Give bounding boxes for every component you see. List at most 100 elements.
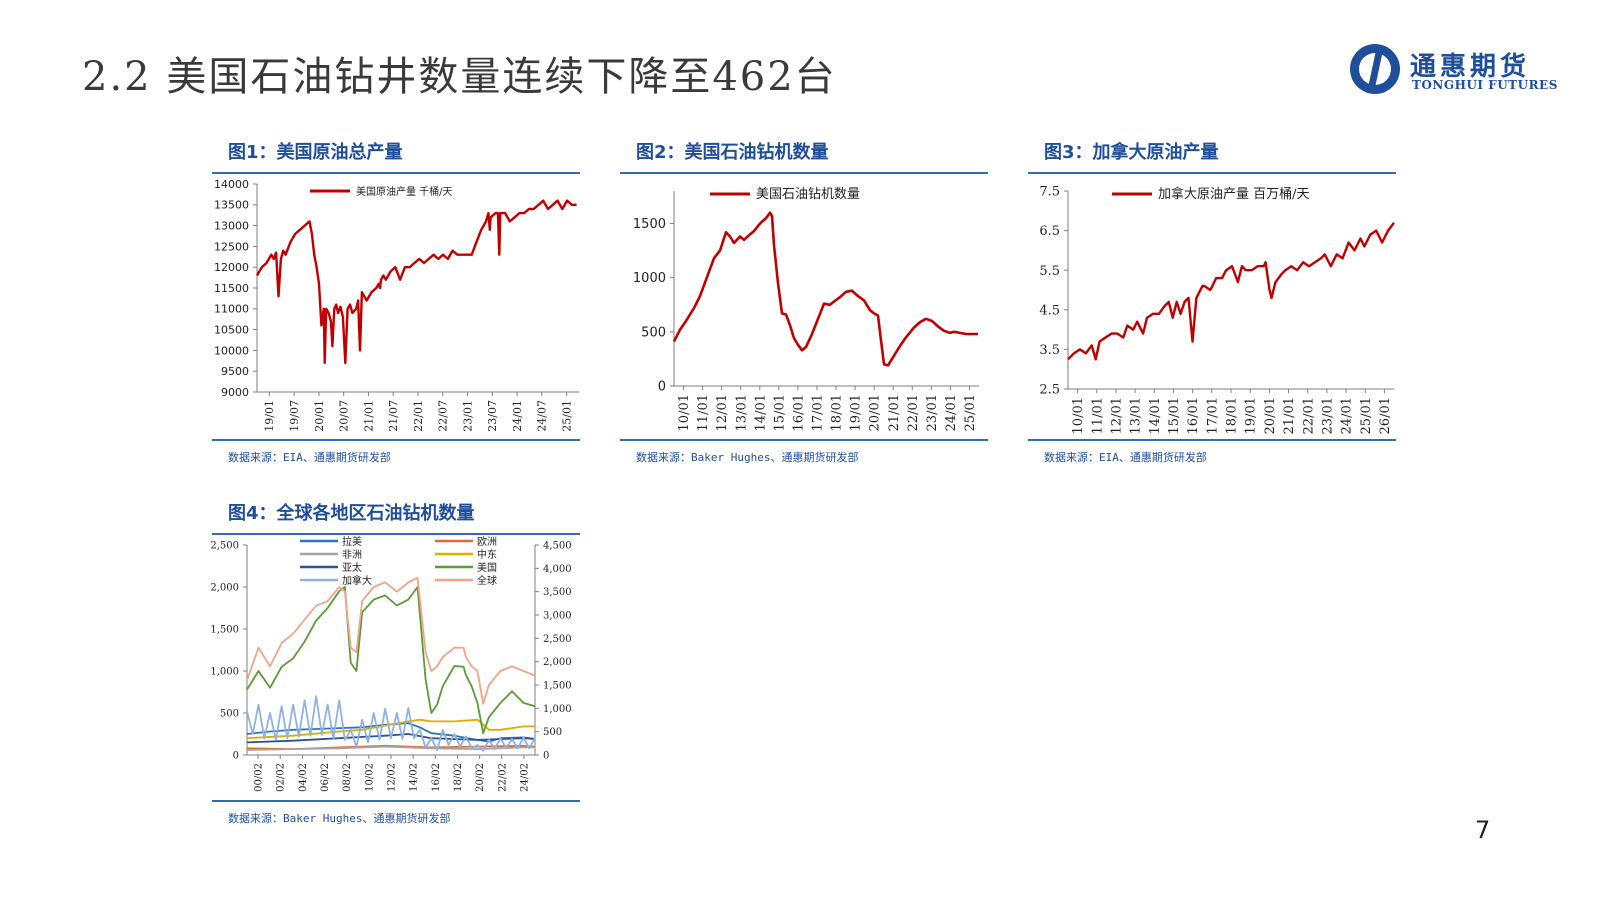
x-tick-label: 23/01 xyxy=(925,394,940,431)
legend-label: 美国原油产量 千桶/天 xyxy=(356,185,453,198)
legend-label: 中东 xyxy=(477,548,497,561)
x-tick-label: 25/01 xyxy=(560,400,573,432)
legend-label: 非洲 xyxy=(342,549,362,561)
x-tick-label: 14/01 xyxy=(1148,397,1163,434)
x-tick-label: 19/01 xyxy=(849,394,864,431)
x-tick-label: 06/02 xyxy=(320,763,331,792)
x-tick-label: 14/01 xyxy=(753,394,768,431)
y-tick-label: 13500 xyxy=(214,199,249,212)
legend-label: 美国石油钻机数量 xyxy=(756,187,860,202)
x-tick-label: 13/01 xyxy=(1129,397,1144,434)
series-line-0 xyxy=(1067,221,1395,361)
y-tick-label: 1,500 xyxy=(210,625,239,636)
x-tick-label: 20/02 xyxy=(475,763,486,792)
series-line-4 xyxy=(246,733,536,744)
y-tick-label: 10000 xyxy=(214,344,249,357)
y-tick-label: 7.5 xyxy=(1039,185,1060,200)
x-tick-label: 10/01 xyxy=(677,394,692,431)
logo-chinese-name: 通惠期货 xyxy=(1410,52,1531,82)
x-tick-label: 18/01 xyxy=(830,394,845,431)
series-line-0 xyxy=(672,211,978,367)
panel-2-title: 图2：美国石油钻机数量 xyxy=(636,142,829,163)
x-tick-label: 10/02 xyxy=(364,763,375,792)
x-tick-label: 24/01 xyxy=(511,400,524,432)
legend-label: 加拿大 xyxy=(342,574,372,587)
y-tick-label: 0 xyxy=(233,751,239,762)
y-tick-label: 3.5 xyxy=(1039,343,1060,358)
panel-2-top-rule xyxy=(620,172,988,174)
y-tick-label: 12000 xyxy=(214,261,249,274)
legend-label: 美国 xyxy=(477,561,497,574)
series-line-0 xyxy=(255,199,577,365)
y-tick-label: 500 xyxy=(641,325,666,340)
x-tick-label: 20/01 xyxy=(1263,397,1278,434)
y-tick-label: 11000 xyxy=(214,303,249,316)
company-logo: 通惠期货 TONGHUI FUTURES xyxy=(1350,44,1557,98)
y-tick-label: 500 xyxy=(220,709,239,720)
y-right-tick-label: 1,500 xyxy=(543,681,572,692)
legend-label: 全球 xyxy=(477,574,497,587)
x-tick-label: 22/07 xyxy=(437,400,450,432)
y-right-tick-label: 2,500 xyxy=(543,634,572,645)
y-tick-label: 5.5 xyxy=(1039,264,1060,279)
y-tick-label: 4.5 xyxy=(1039,303,1060,318)
x-tick-label: 04/02 xyxy=(298,763,309,792)
y-right-tick-label: 4,000 xyxy=(543,564,572,575)
y-tick-label: 1000 xyxy=(633,271,666,286)
x-tick-label: 19/01 xyxy=(263,400,276,432)
y-right-tick-label: 3,000 xyxy=(543,611,572,622)
panel-2-bottom-rule xyxy=(620,439,988,441)
x-tick-label: 26/01 xyxy=(1378,397,1393,434)
panel-4-bottom-rule xyxy=(212,800,580,802)
logo-mark-icon xyxy=(1350,44,1400,94)
x-tick-label: 23/01 xyxy=(461,400,474,432)
legend-label: 欧洲 xyxy=(477,536,497,548)
x-tick-label: 17/01 xyxy=(811,394,826,431)
panel-3-bottom-rule xyxy=(1028,439,1396,441)
x-tick-label: 00/02 xyxy=(254,763,265,792)
y-tick-label: 10500 xyxy=(214,323,249,336)
x-tick-label: 15/01 xyxy=(772,394,787,431)
x-tick-label: 21/01 xyxy=(1282,397,1297,434)
x-tick-label: 22/02 xyxy=(497,763,508,792)
y-tick-label: 0 xyxy=(658,380,666,395)
logo-english-name: TONGHUI FUTURES xyxy=(1412,78,1558,92)
panel-2-source: 数据来源：Baker Hughes、通惠期货研发部 xyxy=(636,451,859,464)
x-tick-label: 16/01 xyxy=(791,394,806,431)
y-tick-label: 9500 xyxy=(221,365,249,378)
x-tick-label: 20/01 xyxy=(868,394,883,431)
x-tick-label: 17/01 xyxy=(1205,397,1220,434)
panel-1-bottom-rule xyxy=(212,439,580,441)
chart-global-rig-count-by-region: 0 500 1,000 1,500 2,000 2,500 0 500 1,000 1,500 2,… xyxy=(210,535,572,792)
x-tick-label: 18/02 xyxy=(453,763,464,792)
x-tick-label: 12/01 xyxy=(715,394,730,431)
panel-1-source: 数据来源：EIA、通惠期货研发部 xyxy=(228,451,391,464)
series-line-2 xyxy=(246,745,535,751)
x-tick-label: 12/02 xyxy=(387,763,398,792)
x-tick-label: 22/01 xyxy=(1301,397,1316,434)
y-tick-label: 1500 xyxy=(633,217,666,232)
y-tick-label: 13000 xyxy=(214,219,249,232)
x-tick-label: 12/01 xyxy=(1109,397,1124,434)
chart-canada-crude-production: 2.5 3.5 4.5 5.5 6.5 7.5 10/01 11/01 12/01 13/01 14… xyxy=(1039,185,1395,434)
panel-4-top-rule xyxy=(212,533,580,535)
x-tick-label: 22/01 xyxy=(412,400,425,432)
x-tick-label: 14/02 xyxy=(409,763,420,792)
x-tick-label: 22/01 xyxy=(906,394,921,431)
legend-label: 加拿大原油产量 百万桶/天 xyxy=(1158,186,1310,202)
panel-1-title: 图1：美国原油总产量 xyxy=(228,142,403,163)
y-right-tick-label: 4,500 xyxy=(543,541,572,552)
x-tick-label: 25/01 xyxy=(963,394,978,431)
x-tick-label: 08/02 xyxy=(342,763,353,792)
x-tick-label: 21/07 xyxy=(387,400,400,432)
series-line-5 xyxy=(246,586,536,735)
legend-label: 亚太 xyxy=(342,561,362,574)
x-tick-label: 24/01 xyxy=(944,394,959,431)
x-tick-label: 02/02 xyxy=(276,763,287,792)
x-tick-label: 13/01 xyxy=(734,394,749,431)
series-line-6 xyxy=(246,695,536,752)
y-tick-label: 14000 xyxy=(214,178,249,191)
panel-3-title: 图3：加拿大原油产量 xyxy=(1044,142,1219,163)
x-tick-label: 19/07 xyxy=(288,400,301,432)
x-tick-label: 11/01 xyxy=(1090,397,1105,434)
